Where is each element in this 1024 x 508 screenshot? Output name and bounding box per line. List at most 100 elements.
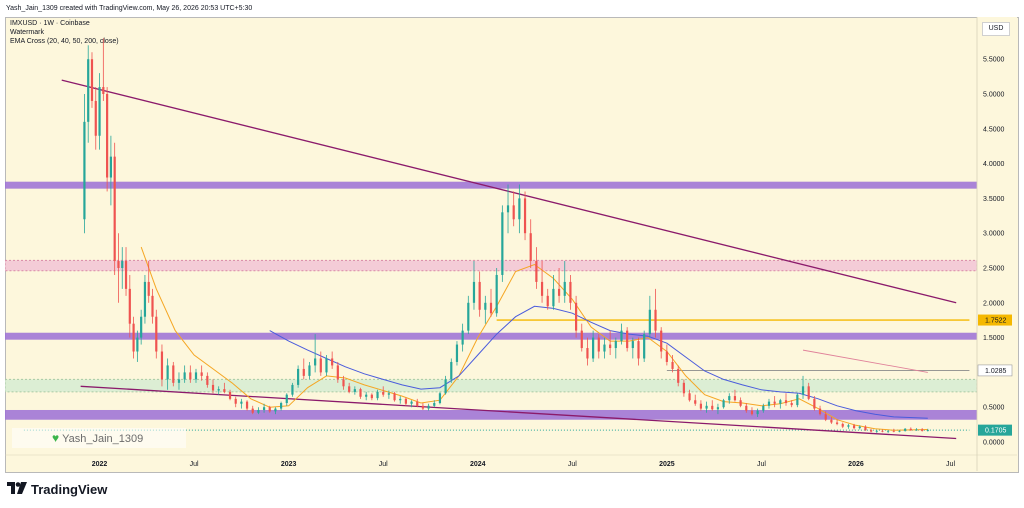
candle[interactable] [835, 419, 839, 426]
candle[interactable] [136, 330, 139, 362]
candle[interactable] [416, 398, 419, 408]
candle[interactable] [631, 337, 634, 359]
candle[interactable] [285, 393, 288, 406]
candle[interactable] [410, 400, 413, 408]
candle[interactable] [325, 355, 328, 376]
candle[interactable] [495, 268, 498, 317]
candle[interactable] [438, 391, 442, 405]
candle[interactable] [694, 394, 697, 406]
watermark-label[interactable]: Watermark [10, 29, 44, 36]
candle[interactable] [124, 247, 128, 296]
price-axis[interactable] [977, 17, 1017, 471]
candle[interactable] [308, 361, 311, 380]
candle[interactable] [472, 261, 476, 310]
candle[interactable] [523, 191, 527, 241]
candle[interactable] [682, 379, 685, 397]
candle[interactable] [450, 358, 453, 383]
candle[interactable] [262, 403, 266, 413]
candle[interactable] [217, 386, 220, 395]
lower-trendline[interactable] [80, 385, 957, 440]
candle[interactable] [557, 268, 561, 303]
candle[interactable] [671, 355, 674, 373]
candle[interactable] [665, 344, 668, 366]
candle[interactable] [592, 330, 595, 362]
candle[interactable] [245, 400, 249, 411]
candle[interactable] [268, 405, 271, 413]
candle[interactable] [586, 337, 589, 366]
candle[interactable] [648, 295, 651, 338]
candle[interactable] [870, 428, 873, 433]
candle[interactable] [132, 316, 135, 359]
pink-diagonal[interactable] [802, 349, 928, 373]
candle[interactable] [234, 396, 237, 408]
candle[interactable] [750, 407, 754, 416]
candle[interactable] [926, 428, 929, 432]
candle[interactable] [314, 334, 317, 373]
resistance-zone[interactable] [5, 181, 977, 189]
candle[interactable] [518, 184, 521, 234]
candle[interactable] [94, 87, 97, 150]
candle[interactable] [501, 205, 504, 282]
candle[interactable] [881, 429, 884, 433]
candle[interactable] [467, 295, 470, 335]
candle[interactable] [864, 425, 867, 431]
candle[interactable] [722, 398, 725, 409]
candle[interactable] [739, 397, 742, 408]
candle[interactable] [240, 398, 243, 409]
candle[interactable] [106, 87, 109, 192]
currency-button[interactable]: USD [982, 22, 1010, 36]
candle[interactable] [535, 247, 538, 289]
candle[interactable] [603, 337, 606, 359]
candle[interactable] [546, 288, 549, 310]
candle[interactable] [728, 393, 731, 404]
candle[interactable] [813, 396, 816, 411]
candle[interactable] [733, 389, 737, 402]
support-zone[interactable] [5, 409, 977, 420]
candle[interactable] [489, 288, 493, 317]
candle[interactable] [909, 427, 912, 431]
indicator-label[interactable]: EMA Cross (20, 40, 50, 200, close) [10, 38, 119, 45]
candle[interactable] [117, 233, 120, 303]
candle[interactable] [830, 416, 833, 424]
candle[interactable] [801, 375, 805, 399]
candle[interactable] [597, 334, 600, 359]
candle[interactable] [478, 271, 481, 317]
tradingview-brand[interactable]: TradingView [7, 482, 107, 497]
candle[interactable] [762, 403, 765, 413]
candle[interactable] [614, 337, 617, 359]
candle[interactable] [841, 422, 844, 429]
candle[interactable] [348, 382, 351, 394]
candle[interactable] [83, 94, 86, 234]
candle[interactable] [677, 365, 680, 387]
candle[interactable] [183, 365, 186, 383]
chart-frame[interactable] [5, 17, 1019, 473]
candle[interactable] [433, 400, 436, 408]
candle[interactable] [155, 309, 158, 359]
candle[interactable] [711, 400, 714, 411]
candle[interactable] [200, 365, 203, 381]
candle[interactable] [455, 341, 459, 366]
candle[interactable] [461, 323, 464, 352]
candle[interactable] [512, 191, 515, 227]
candle[interactable] [790, 400, 793, 408]
candle[interactable] [444, 375, 447, 395]
candle[interactable] [109, 135, 112, 206]
candle[interactable] [824, 411, 827, 422]
candle[interactable] [387, 390, 390, 399]
price-chart[interactable]: 5.5000 5.0000 4.5000 4.0000 3.5000 3.0000 2.50… [5, 17, 1017, 471]
candle[interactable] [756, 408, 759, 417]
pink-zone[interactable] [5, 259, 978, 272]
candle[interactable] [540, 261, 544, 303]
candle[interactable] [143, 274, 147, 324]
candle[interactable] [818, 405, 822, 416]
candle[interactable] [807, 382, 810, 401]
price-label-box[interactable] [978, 424, 1012, 436]
candle[interactable] [898, 430, 901, 433]
candle[interactable] [128, 274, 131, 338]
candle[interactable] [654, 288, 657, 338]
candle[interactable] [427, 403, 430, 411]
candle[interactable] [404, 397, 408, 406]
candle[interactable] [773, 396, 776, 408]
candle[interactable] [211, 379, 215, 394]
candle[interactable] [370, 393, 373, 401]
